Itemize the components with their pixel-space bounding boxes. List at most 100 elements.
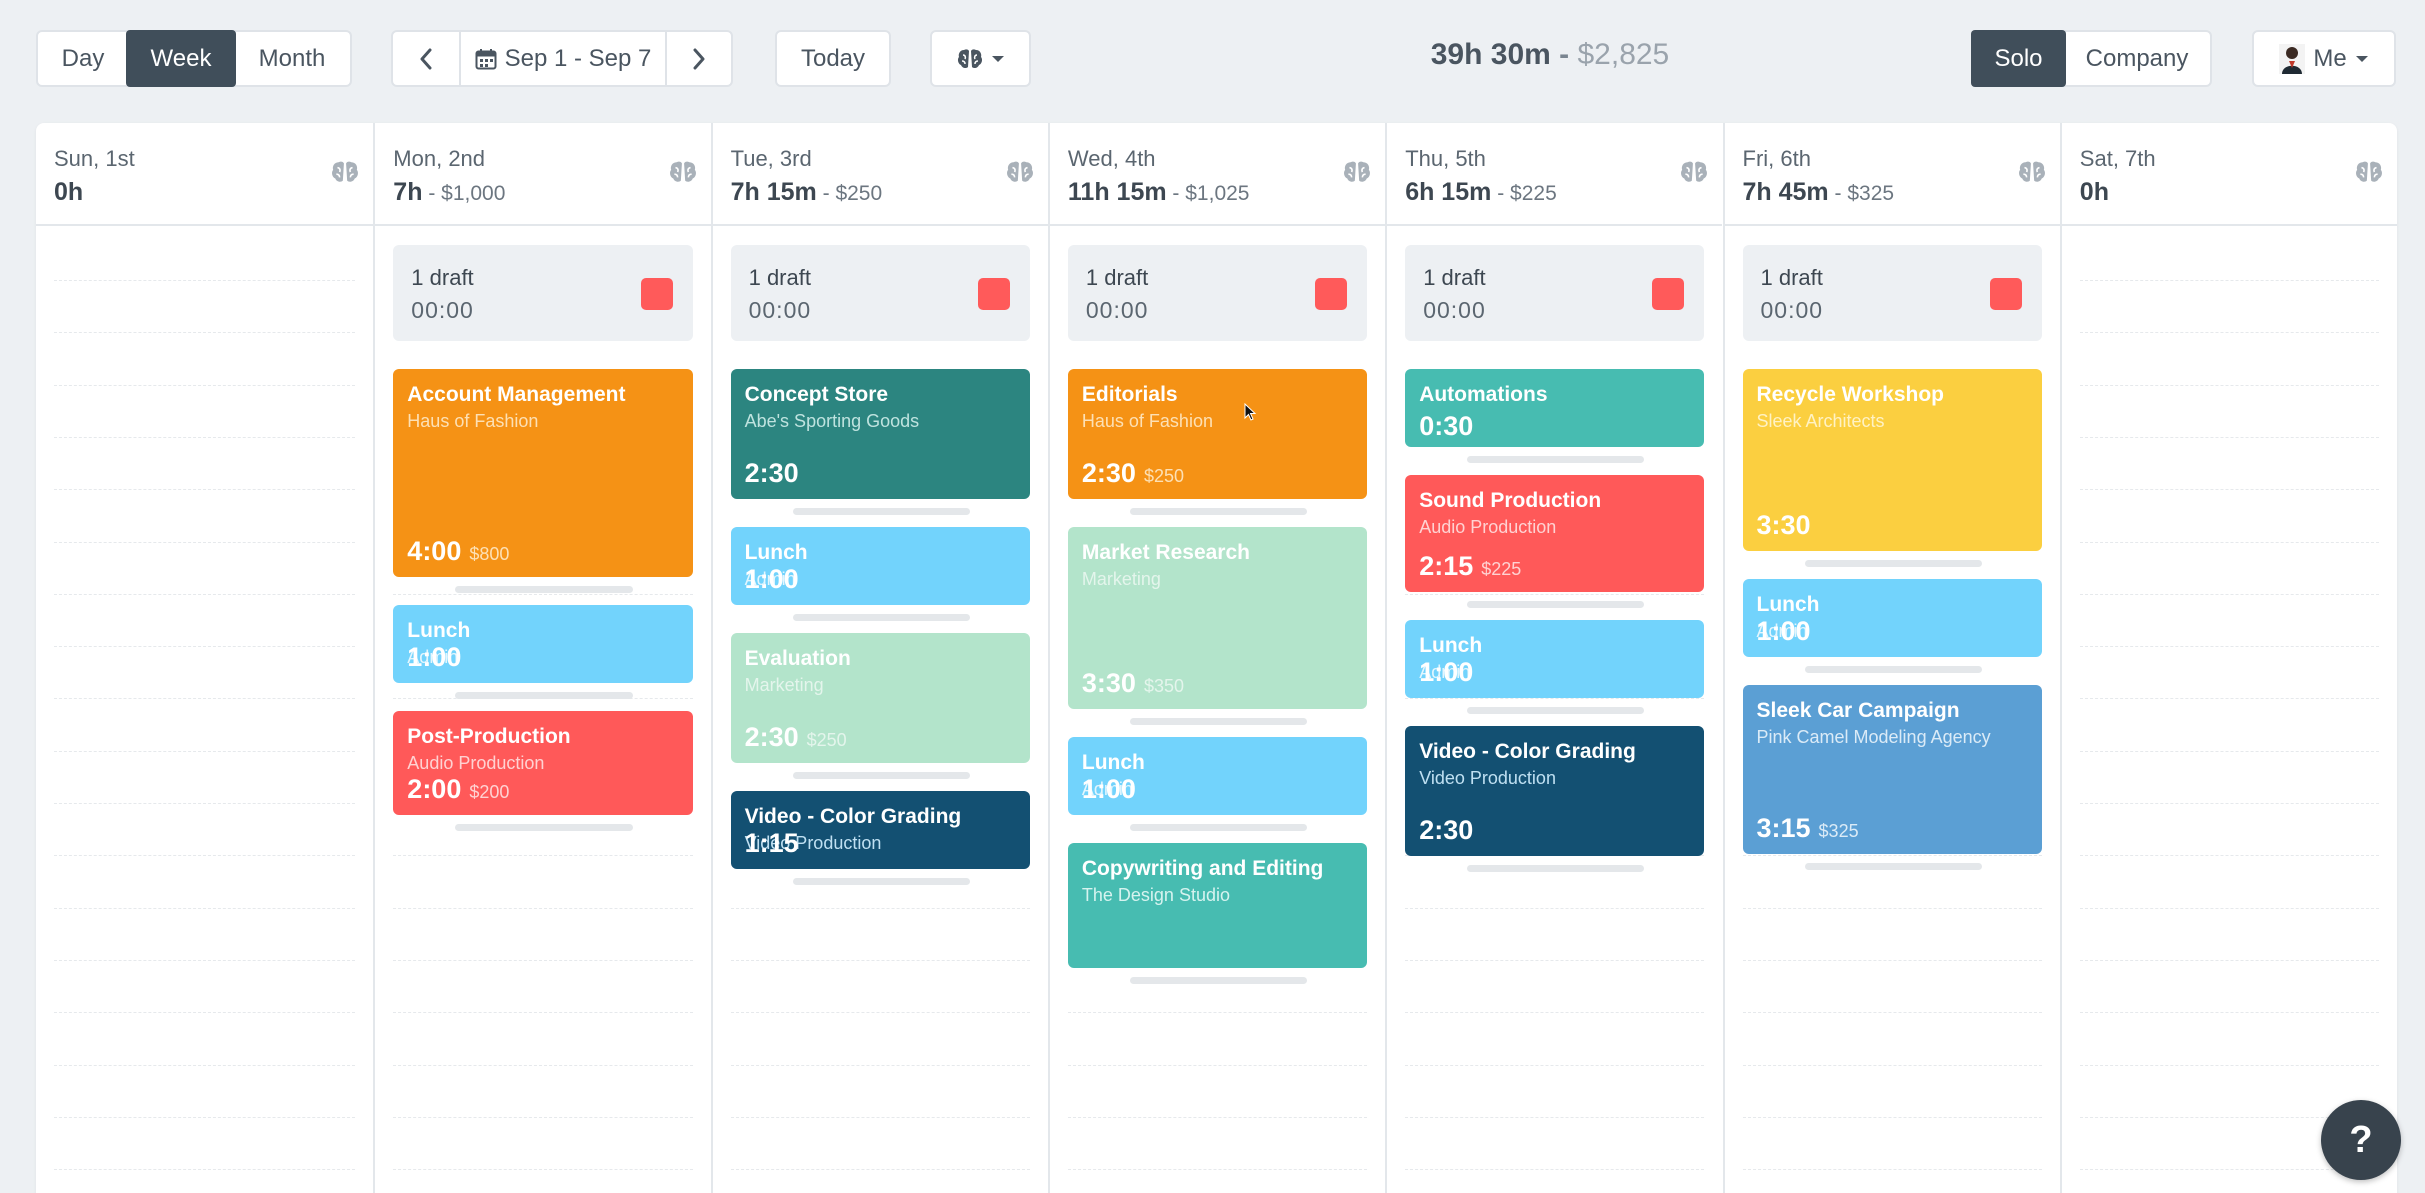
entry-resize-handle[interactable]: [1804, 863, 1982, 870]
time-entry[interactable]: Lunch Admin 1:00: [1067, 737, 1368, 815]
day-total: 7h - $1,000: [393, 178, 694, 207]
entry-resize-handle[interactable]: [1467, 865, 1645, 872]
today-button[interactable]: Today: [775, 30, 891, 87]
entry-resize-handle[interactable]: [1804, 560, 1982, 567]
entry-duration: 1:15: [745, 828, 799, 859]
entry-resize-handle[interactable]: [1129, 718, 1308, 725]
entry-resize-handle[interactable]: [1467, 456, 1645, 463]
entry-resize-handle[interactable]: [1129, 824, 1308, 831]
draft-record-button[interactable]: [977, 278, 1010, 310]
time-entry[interactable]: Account Management Haus of Fashion 4:00 $80…: [393, 369, 693, 577]
entry-resize-handle[interactable]: [792, 508, 970, 515]
avatar: [2279, 43, 2306, 74]
time-entry[interactable]: Lunch Admin 1:00: [1405, 620, 1705, 698]
time-entry[interactable]: Sleek Car Campaign Pink Camel Modeling Ag…: [1742, 685, 2042, 854]
draft-entry[interactable]: 1 draft 00:00: [1742, 245, 2042, 341]
draft-label: 1 draft: [1760, 265, 1823, 290]
brain-icon[interactable]: [2355, 159, 2383, 185]
entry-client: Sleek Architects: [1756, 411, 1885, 431]
entry-duration: 2:30: [1419, 815, 1473, 846]
entry-title: Recycle Workshop: [1756, 383, 1945, 406]
entry-duration-value: 4:00: [407, 536, 462, 566]
day-column: Fri, 6th 7h 45m - $325 1 draft 00:00 Recycle…: [1722, 123, 2060, 1193]
draft-entry[interactable]: 1 draft 00:00: [393, 245, 693, 341]
entry-resize-handle[interactable]: [1129, 977, 1308, 984]
grid-line: [54, 489, 356, 491]
time-entry[interactable]: Concept Store Abe's Sporting Goods 2:30: [730, 369, 1030, 499]
time-entry[interactable]: Video - Color Grading Video Production 2:3…: [1405, 726, 1705, 856]
view-day-button[interactable]: Day: [61, 44, 105, 72]
summary-separator: -: [1550, 38, 1578, 71]
entry-title: Editorials: [1081, 383, 1178, 406]
entry-client: The Design Studio: [1081, 885, 1230, 905]
day-header: Tue, 3rd 7h 15m - $250: [712, 123, 1048, 226]
view-month-button[interactable]: Month: [258, 44, 326, 72]
grid-line: [730, 1116, 1030, 1118]
entry-client: Admin: [1756, 621, 1808, 641]
time-entry[interactable]: Lunch Admin 1:00: [1742, 579, 2042, 657]
draft-time: 00:00: [1085, 297, 1149, 323]
entry-client: Video Production: [1419, 768, 1556, 788]
brain-icon[interactable]: [1343, 159, 1371, 185]
brain-icon[interactable]: [331, 159, 359, 185]
draft-record-button[interactable]: [1989, 278, 2022, 310]
next-week-button[interactable]: [665, 32, 731, 85]
toolbar: Day Week Month Sep 1 - Sep 7 Today: [0, 0, 2425, 118]
prev-week-button[interactable]: [393, 32, 459, 85]
time-entry[interactable]: Editorials Haus of Fashion 2:30 $250: [1067, 369, 1368, 499]
user-menu-button[interactable]: Me: [2252, 30, 2396, 87]
entry-duration: 2:00 $200: [407, 774, 509, 805]
mode-company-button[interactable]: Company: [2085, 44, 2189, 72]
brain-icon[interactable]: [1680, 159, 1708, 185]
entry-resize-handle[interactable]: [1467, 601, 1645, 608]
time-entry[interactable]: Post-Production Audio Production 2:00 $200: [393, 711, 693, 815]
entry-resize-handle[interactable]: [455, 824, 633, 831]
entry-resize-handle[interactable]: [792, 772, 970, 779]
date-range-picker[interactable]: Sep 1 - Sep 7: [459, 32, 665, 85]
time-entry[interactable]: Evaluation Marketing 2:30 $250: [730, 633, 1030, 763]
time-entry[interactable]: Video - Color Grading Video Production 1:1…: [730, 791, 1030, 869]
draft-label: 1 draft: [748, 265, 811, 290]
mode-solo-button[interactable]: Solo: [1971, 30, 2066, 87]
entry-resize-handle[interactable]: [792, 878, 970, 885]
entry-title: Account Management: [407, 383, 626, 406]
brain-icon[interactable]: [669, 159, 697, 185]
grid-line: [2079, 280, 2380, 281]
brain-filter-dropdown[interactable]: [930, 30, 1031, 87]
entry-duration: 1:00: [407, 642, 461, 673]
draft-time: 00:00: [411, 297, 474, 323]
draft-entry[interactable]: 1 draft 00:00: [730, 245, 1030, 341]
draft-record-button[interactable]: [1315, 278, 1348, 310]
entry-resize-handle[interactable]: [455, 586, 633, 593]
entry-title: Lunch: [1419, 634, 1483, 657]
brain-icon[interactable]: [2018, 159, 2046, 185]
entry-resize-handle[interactable]: [792, 614, 970, 621]
entry-duration-value: 2:15: [1419, 551, 1474, 581]
time-entry[interactable]: Recycle Workshop Sleek Architects 3:30: [1742, 369, 2042, 551]
grid-line: [393, 1116, 693, 1118]
draft-entry[interactable]: 1 draft 00:00: [1067, 245, 1368, 341]
view-week-button[interactable]: Week: [126, 30, 236, 87]
time-entry[interactable]: Automations 0:30: [1405, 369, 1705, 447]
help-button[interactable]: ?: [2321, 1100, 2401, 1180]
time-entry[interactable]: Sound Production Audio Production 2:15 $225: [1405, 475, 1705, 592]
time-entry[interactable]: Lunch Admin 1:00: [393, 605, 693, 683]
grid-line: [1067, 1169, 1368, 1171]
entry-resize-handle[interactable]: [1467, 707, 1645, 714]
view-switcher: Day Week Month: [36, 30, 352, 87]
time-entry[interactable]: Lunch Admin 1:00: [730, 527, 1030, 605]
entry-resize-handle[interactable]: [455, 692, 633, 699]
day-column: Thu, 5th 6h 15m - $225 1 draft 00:00 Automat…: [1385, 123, 1723, 1193]
time-entry[interactable]: Copywriting and Editing The Design Studio: [1067, 843, 1368, 968]
time-entry[interactable]: Market Research Marketing 3:30 $350: [1067, 527, 1368, 709]
brain-icon[interactable]: [1006, 159, 1034, 185]
entry-resize-handle[interactable]: [1129, 508, 1308, 515]
brain-icon: [957, 48, 982, 68]
day-header: Thu, 5th 6h 15m - $225: [1387, 123, 1723, 226]
entry-duration: 3:15 $325: [1757, 813, 1859, 844]
draft-entry[interactable]: 1 draft 00:00: [1405, 245, 1705, 341]
draft-record-button[interactable]: [640, 278, 673, 310]
draft-record-button[interactable]: [1652, 278, 1685, 310]
entry-resize-handle[interactable]: [1804, 666, 1982, 673]
day-total-separator: -: [1828, 182, 1848, 205]
